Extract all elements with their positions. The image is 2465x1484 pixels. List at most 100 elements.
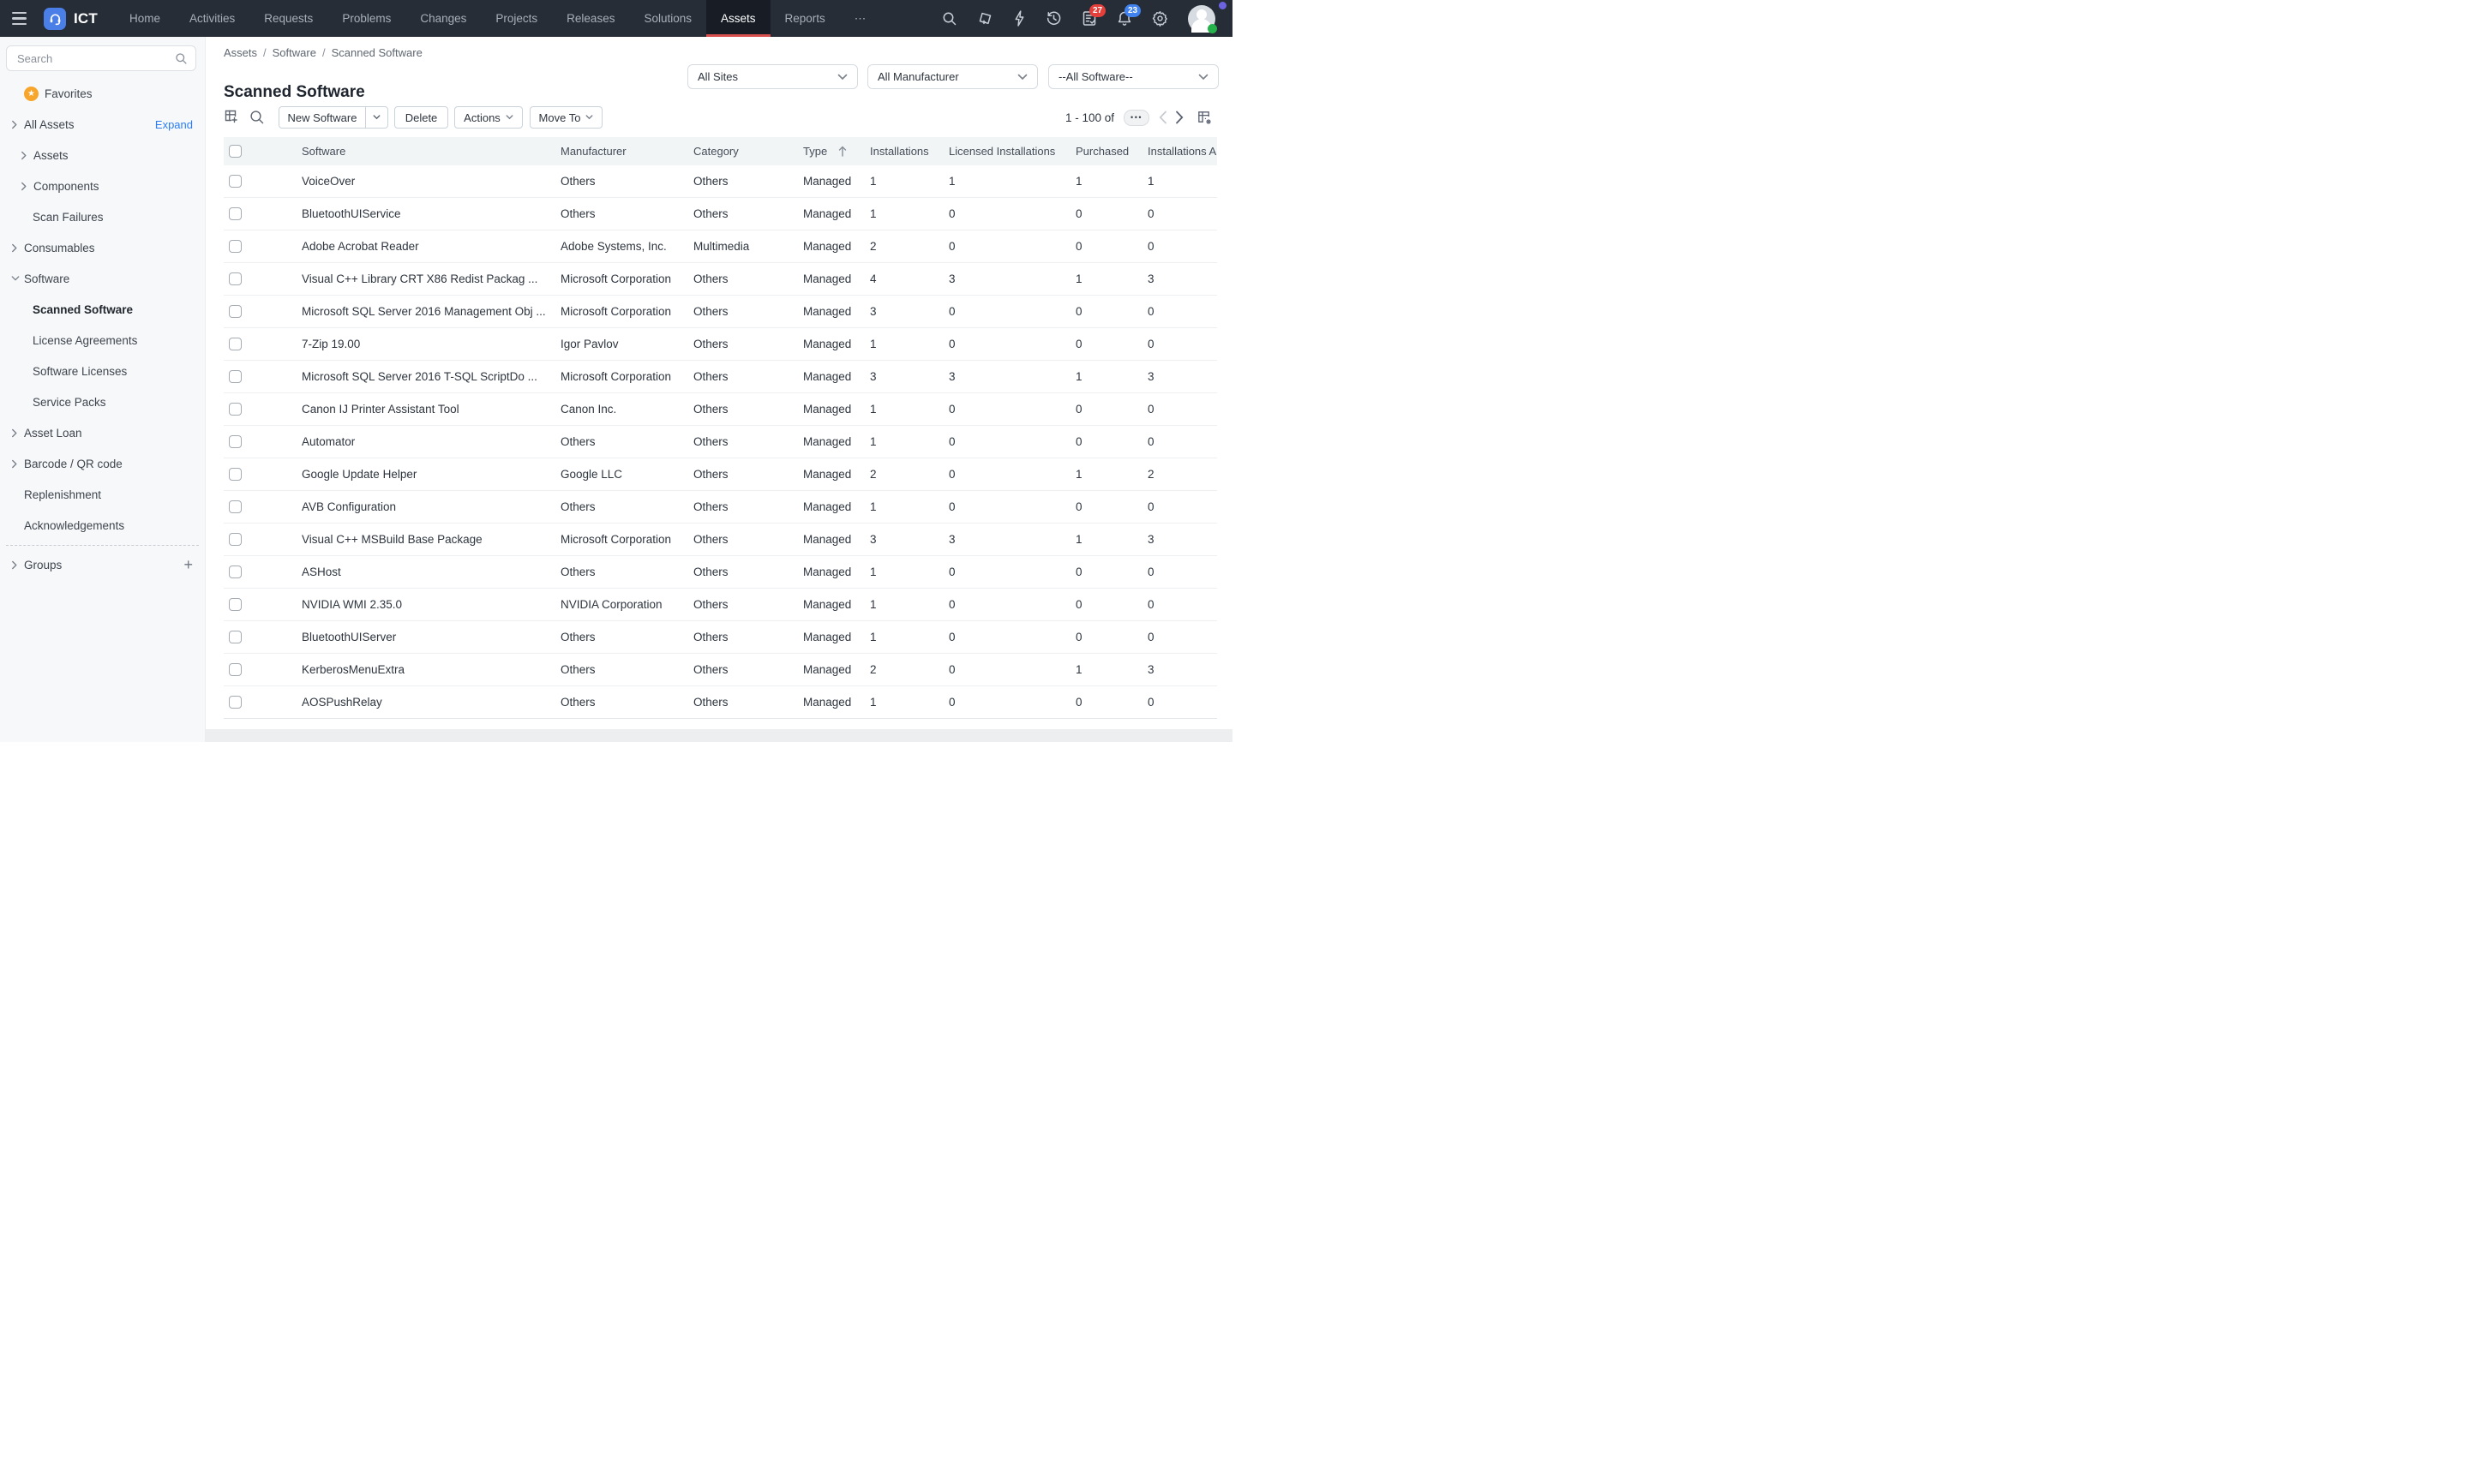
sidebar-item-service-packs[interactable]: Service Packs	[0, 386, 205, 417]
cell-software[interactable]: AVB Configuration	[302, 500, 397, 513]
sidebar-item-components[interactable]: Components	[0, 171, 205, 201]
search-input[interactable]	[15, 51, 175, 66]
column-header-licensed-installations[interactable]: Licensed Installations	[949, 145, 1056, 158]
site-filter-dropdown[interactable]: All Sites	[687, 64, 858, 89]
table-row-voiceover[interactable]: VoiceOver Others Others Managed 1 1 1 1	[224, 165, 1217, 198]
cell-software[interactable]: ASHost	[302, 565, 341, 578]
row-checkbox[interactable]	[229, 631, 242, 643]
column-header-manufacturer[interactable]: Manufacturer	[561, 145, 627, 158]
cell-software[interactable]: Microsoft SQL Server 2016 T-SQL ScriptDo…	[302, 370, 537, 383]
headset-logo-icon[interactable]	[44, 7, 66, 30]
column-header-category[interactable]: Category	[693, 145, 739, 158]
table-row-bluetoothuiserver[interactable]: BluetoothUIServer Others Others Managed 1 0 0 0	[224, 621, 1217, 654]
row-checkbox[interactable]	[229, 565, 242, 578]
cell-software[interactable]: 7-Zip 19.00	[302, 338, 361, 350]
sidebar-item-asset-loan[interactable]: Asset Loan	[0, 417, 205, 448]
nav-item-requests[interactable]: Requests	[264, 12, 314, 25]
row-checkbox[interactable]	[229, 468, 242, 481]
cell-software[interactable]: BluetoothUIService	[302, 207, 401, 220]
nav-item-home[interactable]: Home	[129, 12, 160, 25]
software-filter-dropdown[interactable]: --All Software--	[1048, 64, 1219, 89]
search-icon[interactable]	[942, 11, 957, 27]
cell-software[interactable]: Microsoft SQL Server 2016 Management Obj…	[302, 305, 546, 318]
sort-asc-icon[interactable]	[838, 146, 847, 157]
sidebar-search[interactable]	[6, 45, 196, 71]
nav-item-reports[interactable]: Reports	[784, 12, 825, 25]
sidebar-item-barcode-qr-code[interactable]: Barcode / QR code	[0, 448, 205, 479]
history-icon[interactable]	[1046, 10, 1062, 27]
delete-button[interactable]: Delete	[394, 106, 448, 129]
nav-item-activities[interactable]: Activities	[189, 12, 236, 25]
column-header-installations[interactable]: Installations	[870, 145, 929, 158]
row-checkbox[interactable]	[229, 533, 242, 546]
table-row-ashost[interactable]: ASHost Others Others Managed 1 0 0 0	[224, 556, 1217, 589]
row-checkbox[interactable]	[229, 435, 242, 448]
row-checkbox[interactable]	[229, 663, 242, 676]
column-header-type[interactable]: Type	[803, 145, 870, 158]
sidebar-item-groups[interactable]: Groups +	[0, 549, 205, 580]
nav-item-projects[interactable]: Projects	[495, 12, 538, 25]
table-row-7-zip-19-00[interactable]: 7-Zip 19.00 Igor Pavlov Others Managed 1 0 0 0	[224, 328, 1217, 361]
row-checkbox[interactable]	[229, 272, 242, 285]
lightning-icon[interactable]	[1013, 10, 1026, 27]
nav-item-problems[interactable]: Problems	[342, 12, 392, 25]
sidebar-item-all-assets[interactable]: All Assets Expand	[0, 109, 205, 140]
column-settings-icon[interactable]	[1197, 110, 1212, 125]
column-header-purchased[interactable]: Purchased	[1076, 145, 1130, 158]
table-row-avb-configuration[interactable]: AVB Configuration Others Others Managed 1 0 0 0	[224, 491, 1217, 524]
manufacturer-filter-dropdown[interactable]: All Manufacturer	[867, 64, 1038, 89]
cell-software[interactable]: Automator	[302, 435, 356, 448]
bell-icon[interactable]: 23	[1117, 4, 1142, 27]
expand-link[interactable]: Expand	[154, 117, 193, 131]
gear-icon[interactable]	[1152, 10, 1168, 27]
approvals-icon[interactable]: 27	[1082, 4, 1107, 27]
nav-item-releases[interactable]: Releases	[567, 12, 615, 25]
actions-button[interactable]: Actions	[454, 106, 523, 129]
breadcrumb-item-software[interactable]: Software	[272, 46, 316, 59]
table-row-bluetoothuiservice[interactable]: BluetoothUIService Others Others Managed 1 0 0…	[224, 198, 1217, 230]
table-row-canon-ij-printer-assistant-tool[interactable]: Canon IJ Printer Assistant Tool Canon Inc…	[224, 393, 1217, 426]
chevron-left-icon[interactable]	[1159, 111, 1167, 124]
sidebar-item-replenishment[interactable]: Replenishment	[0, 479, 205, 510]
cell-software[interactable]: Google Update Helper	[302, 468, 417, 481]
cell-software[interactable]: Visual C++ Library CRT X86 Redist Packag…	[302, 272, 538, 285]
cell-software[interactable]: VoiceOver	[302, 175, 356, 188]
horizontal-scrollbar-track[interactable]	[206, 729, 1232, 742]
pagination-more-button[interactable]: •••	[1124, 109, 1149, 126]
row-checkbox[interactable]	[229, 370, 242, 383]
select-all-checkbox[interactable]	[229, 145, 242, 158]
new-software-split-caret[interactable]	[365, 107, 387, 128]
new-software-button[interactable]: New Software	[279, 106, 388, 129]
cell-software[interactable]: Visual C++ MSBuild Base Package	[302, 533, 483, 546]
chevron-right-icon[interactable]	[1175, 111, 1184, 124]
sidebar-item-acknowledgements[interactable]: Acknowledgements	[0, 510, 205, 541]
row-checkbox[interactable]	[229, 240, 242, 253]
cell-software[interactable]: NVIDIA WMI 2.35.0	[302, 598, 403, 611]
sidebar-item-software[interactable]: Software	[0, 263, 205, 294]
sidebar-item-scan-failures[interactable]: Scan Failures	[0, 201, 205, 232]
sidebar-item-assets[interactable]: Assets	[0, 140, 205, 171]
cell-software[interactable]: Adobe Acrobat Reader	[302, 240, 419, 253]
cell-software[interactable]: AOSPushRelay	[302, 696, 382, 709]
table-row-microsoft-sql-server-2016-management-obj[interactable]: Microsoft SQL Server 2016 Management Obj…	[224, 296, 1217, 328]
add-view-icon[interactable]	[224, 106, 240, 128]
table-row-visual-c-library-crt-x86-redist-packag[interactable]: Visual C++ Library CRT X86 Redist Packag…	[224, 263, 1217, 296]
nav-item-changes[interactable]: Changes	[420, 12, 467, 25]
cell-software[interactable]: BluetoothUIServer	[302, 631, 397, 643]
table-row-google-update-helper[interactable]: Google Update Helper Google LLC Others Mana…	[224, 458, 1217, 491]
avatar[interactable]	[1188, 4, 1217, 33]
sidebar-item-software-licenses[interactable]: Software Licenses	[0, 356, 205, 386]
ticket-add-icon[interactable]	[977, 10, 993, 27]
table-row-microsoft-sql-server-2016-t-sql-scriptdo[interactable]: Microsoft SQL Server 2016 T-SQL ScriptDo…	[224, 361, 1217, 393]
table-row-automator[interactable]: Automator Others Others Managed 1 0 0 0	[224, 426, 1217, 458]
add-group-icon[interactable]: +	[183, 556, 193, 573]
column-header-software[interactable]: Software	[302, 145, 346, 158]
sidebar-item-license-agreements[interactable]: License Agreements	[0, 325, 205, 356]
cell-software[interactable]: KerberosMenuExtra	[302, 663, 405, 676]
cell-software[interactable]: Canon IJ Printer Assistant Tool	[302, 403, 459, 416]
row-checkbox[interactable]	[229, 207, 242, 220]
row-checkbox[interactable]	[229, 598, 242, 611]
nav-item-assets[interactable]: Assets	[706, 0, 771, 37]
table-row-kerberosmenuextra[interactable]: KerberosMenuExtra Others Others Managed 2 0 1 3	[224, 654, 1217, 686]
sidebar-item-favorites[interactable]: ★ Favorites	[0, 78, 205, 109]
